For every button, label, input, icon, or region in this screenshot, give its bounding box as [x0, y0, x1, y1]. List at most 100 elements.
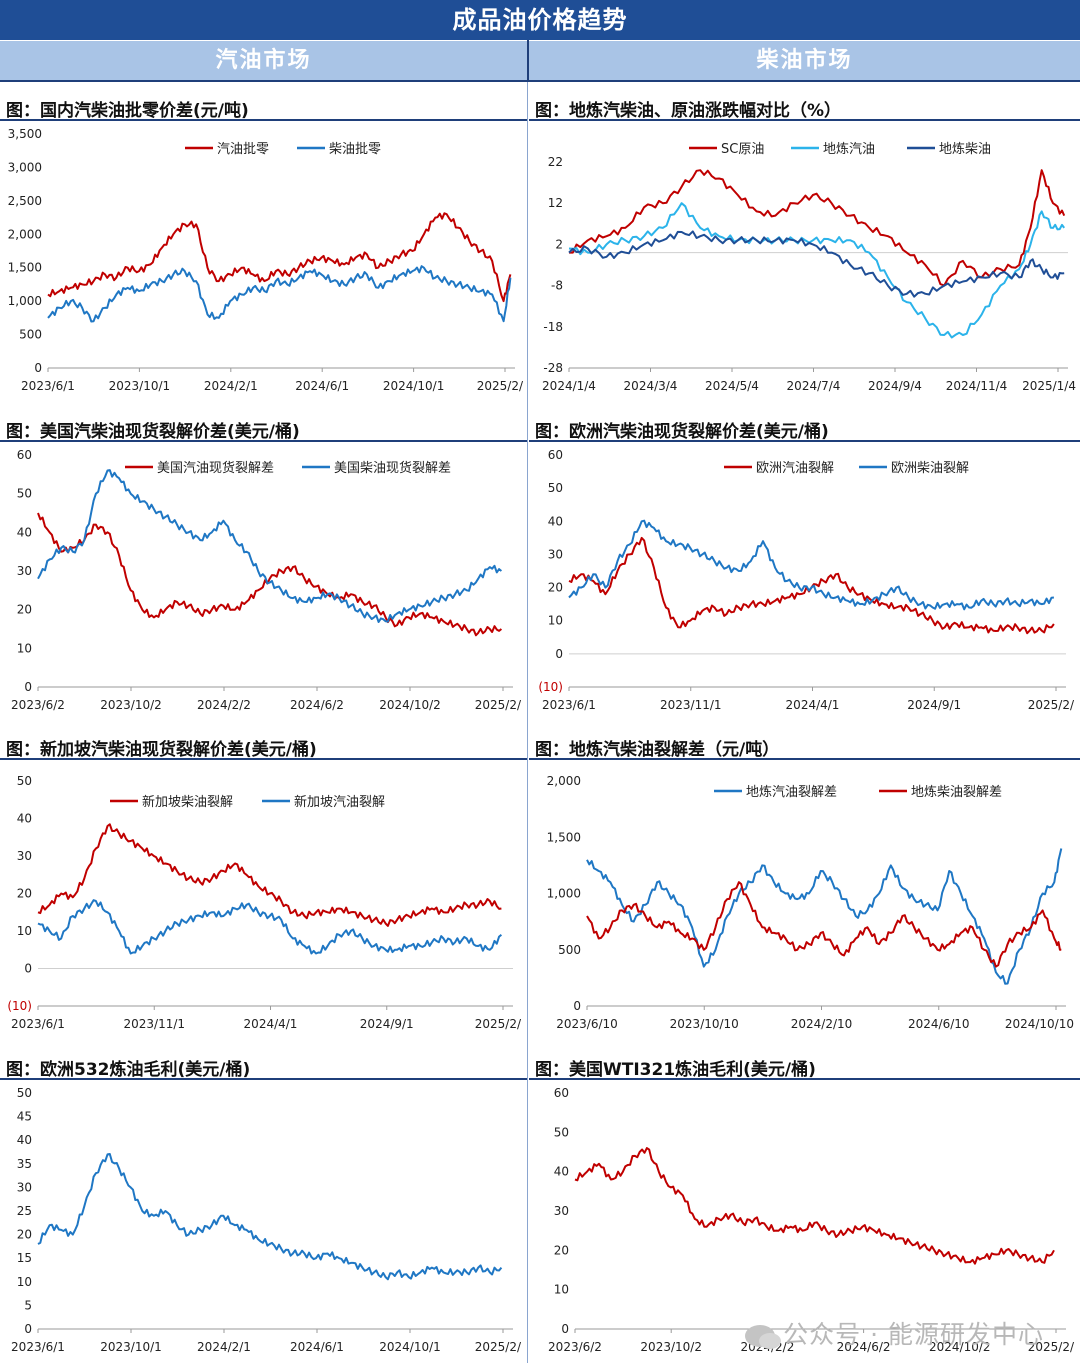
chart-canvas: 60 50 40 30 20 10 0 (10) 2023/6/1 2023/11/1 2024/4…	[538, 448, 1075, 712]
legend-label: 欧洲汽油裂解	[756, 461, 834, 476]
chart-title: 图：美国WTI321炼油毛利(美元/桶)	[535, 1060, 816, 1080]
y-tick-label: 3,000	[8, 160, 42, 174]
y-tick-label: 40	[554, 1165, 569, 1179]
section-diesel: 柴油市场	[529, 41, 1080, 80]
x-tick-label: 2023/10/2	[100, 698, 162, 712]
x-tick-label: 2024/2/2	[197, 698, 251, 712]
x-tick-label: 2023/6/1	[11, 1017, 65, 1031]
title-underline	[529, 758, 1080, 760]
x-tick-label: 2024/9/4	[868, 379, 922, 393]
chart-canvas: 3,500 3,000 2,500 2,000 1,500 1,000 500 0 2023/6…	[8, 127, 524, 393]
wechat-icon	[745, 1325, 782, 1349]
legend-label: 欧洲柴油裂解	[891, 461, 969, 476]
y-tick-label: 0	[24, 1322, 32, 1336]
chart-panel-local-crack: 图：地炼汽柴油裂解差（元/吨） 2,000 1,500 1,000 500 0 2023/…	[529, 735, 1080, 1040]
y-tick-label: 50	[17, 774, 32, 788]
x-tick-label: 2025/2/	[477, 379, 524, 393]
x-tick-label: 2025/2/	[475, 1340, 522, 1354]
x-tick-label: 2024/3/4	[624, 379, 678, 393]
x-tick-label: 2024/10/10	[1005, 1017, 1074, 1031]
header-divider	[0, 80, 1080, 82]
y-tick-label: 30	[17, 1180, 32, 1194]
legend-label: 柴油批零	[329, 142, 381, 157]
x-tick-label: 2024/2/1	[204, 379, 258, 393]
series-line-2	[568, 519, 1054, 611]
x-tick-label: 2024/7/4	[787, 379, 841, 393]
legend-label: 地炼柴油裂解差	[911, 785, 1002, 800]
x-tick-label: 2024/6/2	[837, 1340, 891, 1354]
chart-panel-price-change: 图：地炼汽柴油、原油涨跌幅对比（%） 22 12 2 -8 -18 -28 2024/1/4…	[529, 96, 1080, 402]
y-tick-label: 12	[548, 196, 563, 210]
x-tick-label: 2024/10/1	[379, 1340, 441, 1354]
y-tick-label: 0	[34, 361, 42, 375]
y-tick-label: 500	[19, 328, 42, 342]
x-tick-label: 2024/11/4	[946, 379, 1008, 393]
x-tick-label: 2023/6/10	[556, 1017, 618, 1031]
y-tick-label: 0	[573, 999, 581, 1013]
y-tick-label: 30	[17, 564, 32, 578]
legend-label: 地炼汽油	[823, 142, 875, 157]
title-underline	[0, 119, 527, 121]
chart-canvas: 50 40 30 20 10 0 (10) 2023/6/1 2023/11/1 2024/4/1…	[7, 774, 522, 1031]
y-tick-label: 60	[554, 1086, 569, 1100]
x-tick-label: 2023/6/2	[11, 698, 65, 712]
y-tick-label: 0	[24, 962, 32, 976]
x-tick-label: 2024/9/1	[360, 1017, 414, 1031]
y-tick-label: 0	[24, 680, 32, 694]
chart-title: 图：欧洲汽柴油现货裂解价差(美元/桶)	[535, 422, 829, 442]
title-underline	[0, 440, 527, 442]
y-tick-label: 30	[548, 547, 563, 561]
x-tick-label: 2024/6/2	[290, 698, 344, 712]
y-tick-label: 20	[548, 581, 563, 595]
series-line-2	[37, 899, 503, 955]
x-tick-label: 2023/11/1	[123, 1017, 185, 1031]
y-tick-label: 0	[555, 647, 563, 661]
x-tick-label: 2024/10/1	[383, 379, 445, 393]
y-tick-label: (10)	[538, 680, 563, 694]
y-tick-label: 2	[555, 237, 563, 251]
legend-label: 地炼柴油	[939, 142, 991, 157]
chart-title: 图：欧洲532炼油毛利(美元/桶)	[6, 1060, 251, 1080]
legend-label: 新加坡柴油裂解	[142, 794, 233, 810]
y-tick-label: 10	[17, 641, 32, 655]
x-tick-label: 2024/2/1	[197, 1340, 251, 1354]
series-line-2	[568, 202, 1066, 339]
chart-title: 图：美国汽柴油现货裂解价差(美元/桶)	[6, 422, 300, 442]
y-tick-label: 20	[17, 603, 32, 617]
y-tick-label: 20	[17, 1228, 32, 1242]
x-tick-label: 2025/2/	[475, 1017, 522, 1031]
y-tick-label: 50	[17, 487, 32, 501]
y-tick-label: 15	[17, 1251, 32, 1265]
legend-label: 美国柴油现货裂解差	[334, 460, 451, 476]
y-tick-label: 35	[17, 1157, 32, 1171]
chart-panel-domestic-spread: 图：国内汽柴油批零价差(元/吨) 3,500 3,000 2,500 2,000 1,5…	[0, 96, 527, 402]
x-tick-label: 2024/4/1	[244, 1017, 298, 1031]
x-tick-label: 2024/9/1	[907, 698, 961, 712]
y-tick-label: 50	[548, 481, 563, 495]
chart-panel-sg-crack: 图：新加坡汽柴油现货裂解价差(美元/桶) 50 40 30 20 10 0 (10) 2023…	[0, 735, 527, 1040]
series-line-2	[37, 469, 503, 623]
y-tick-label: 40	[548, 514, 563, 528]
title-underline	[529, 1078, 1080, 1080]
series-line-1	[568, 536, 1055, 635]
y-tick-label: 60	[17, 448, 32, 462]
series-line-1	[574, 1147, 1055, 1265]
y-tick-label: 20	[554, 1243, 569, 1257]
section-gasoline: 汽油市场	[0, 41, 527, 80]
chart-canvas: 60 50 40 30 20 10 0 2023/6/2 2023/10/2 2024/2/2 20…	[11, 448, 522, 712]
series-line-3	[568, 230, 1065, 298]
chart-panel-eu-crack: 图：欧洲汽柴油现货裂解价差(美元/桶) 60 50 40 30 20 10 0 (10) 202…	[529, 417, 1080, 721]
y-tick-label: 10	[548, 614, 563, 628]
y-tick-label: 40	[17, 1133, 32, 1147]
y-tick-label: 2,000	[547, 774, 581, 788]
x-tick-label: 2025/2/	[475, 698, 522, 712]
y-tick-label: 30	[17, 849, 32, 863]
y-tick-label: 500	[558, 943, 581, 957]
title-underline	[0, 758, 527, 760]
y-tick-label: 20	[17, 887, 32, 901]
column-divider	[527, 82, 528, 1363]
x-tick-label: 2023/10/1	[109, 379, 171, 393]
y-tick-label: 40	[17, 525, 32, 539]
y-tick-label: 1,500	[8, 261, 42, 275]
